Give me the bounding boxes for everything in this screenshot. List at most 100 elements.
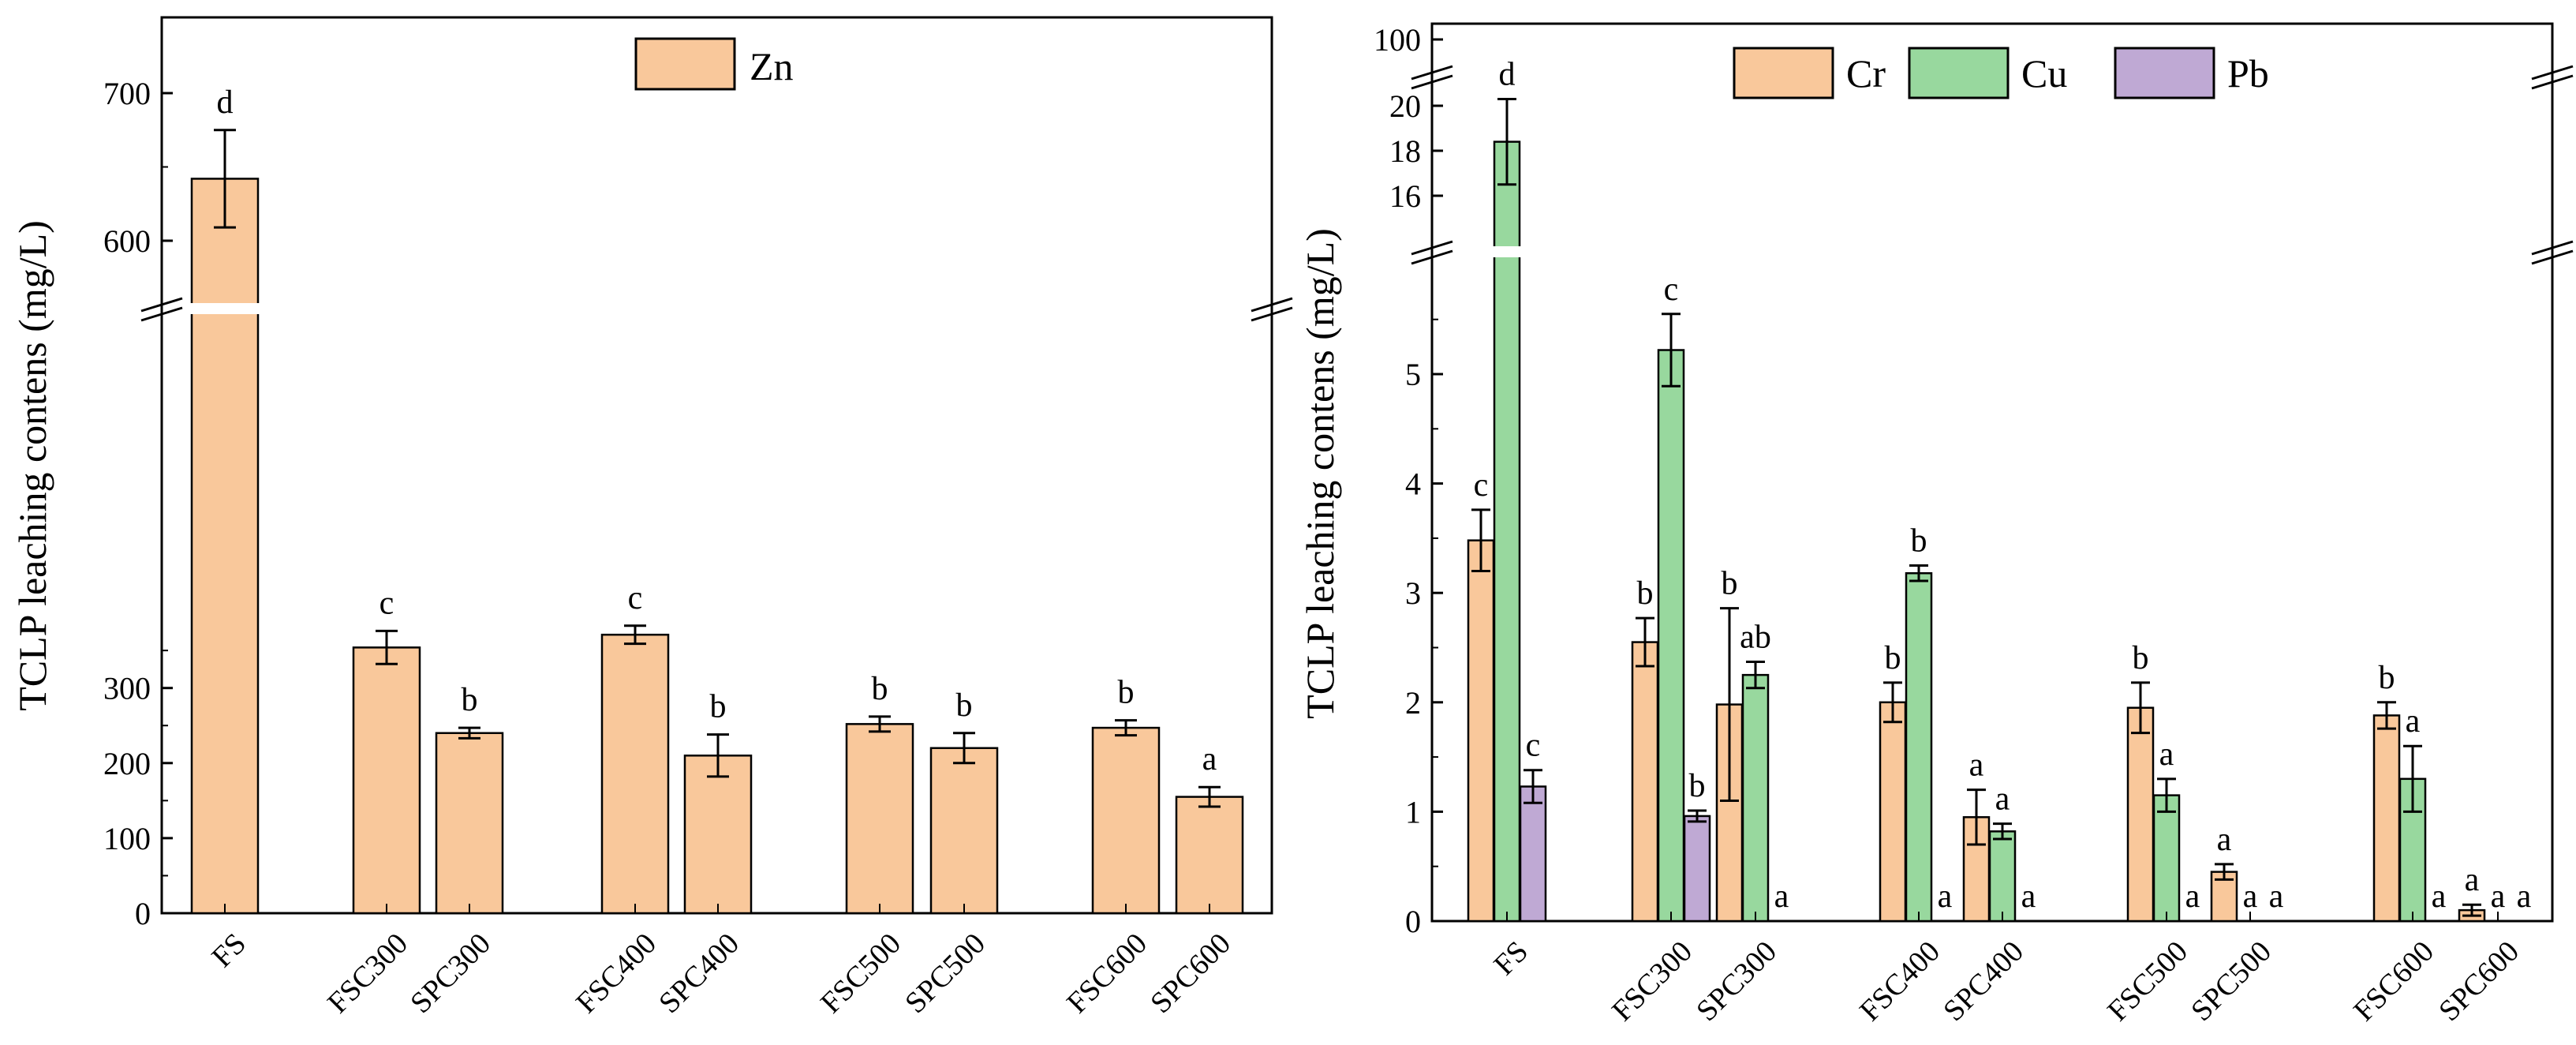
category-label: FSC400 — [1853, 935, 1946, 1028]
axis-break-left-low — [1411, 240, 1453, 256]
axis-break-left — [140, 297, 183, 313]
significance-label: a — [2491, 878, 2506, 915]
bar-zn — [352, 646, 421, 915]
significance-label: a — [2406, 703, 2421, 740]
y-tick-label: 4 — [1405, 466, 1421, 502]
significance-label: a — [1995, 781, 2010, 818]
axis-break-right-low — [2531, 249, 2574, 265]
significance-label: b — [1689, 768, 1706, 804]
bar-break-gap — [1493, 246, 1521, 257]
significance-label: b — [872, 671, 888, 707]
bar-cr — [2372, 714, 2401, 923]
significance-label: c — [379, 585, 394, 621]
category-label: SPC600 — [1144, 927, 1237, 1020]
bar-zn — [683, 755, 753, 915]
category-label: FSC500 — [814, 927, 907, 1020]
y-tick-label: 0 — [1405, 904, 1421, 939]
y-tick-label: 3 — [1405, 575, 1421, 611]
bar-cr — [1631, 641, 1659, 923]
category-label: SPC400 — [652, 927, 746, 1020]
category-label: FSC500 — [2101, 935, 2194, 1028]
significance-label: a — [2269, 878, 2284, 915]
significance-label: a — [2432, 878, 2447, 915]
legend-label-zn: Zn — [750, 44, 794, 88]
significance-label: a — [1202, 741, 1217, 777]
axis-break-right-high — [2531, 65, 2574, 81]
significance-label: b — [462, 682, 478, 718]
y-axis-title: TCLP leaching contens (mg/L) — [10, 220, 54, 711]
significance-label: a — [1774, 878, 1789, 915]
y-tick-label: 16 — [1389, 178, 1421, 214]
significance-label: b — [1637, 575, 1654, 612]
axis-break-right-low — [2531, 240, 2574, 256]
category-label: SPC300 — [404, 927, 497, 1020]
category-label: FS — [1487, 935, 1535, 982]
bar-cu — [2152, 794, 2181, 923]
category-label: SPC600 — [2432, 935, 2526, 1028]
significance-label: d — [217, 84, 234, 121]
significance-label: c — [628, 580, 643, 616]
significance-label: a — [2021, 878, 2036, 915]
significance-label: a — [2217, 822, 2232, 858]
bar-cu — [1988, 830, 2017, 923]
y-axis-title: TCLP leaching contens (mg/L) — [1298, 228, 1342, 719]
bar-cr — [1467, 539, 1495, 923]
category-label: SPC300 — [1690, 935, 1783, 1028]
bar-cu — [1657, 349, 1685, 923]
significance-label: b — [710, 689, 727, 725]
axis-break-right — [1251, 306, 1293, 322]
bar-cu — [1905, 572, 1933, 923]
significance-label: b — [2379, 660, 2395, 696]
category-label: FS — [205, 927, 252, 974]
significance-label: a — [2185, 878, 2200, 915]
y-tick-label: 18 — [1389, 133, 1421, 169]
category-label: SPC500 — [899, 927, 992, 1020]
category-label: FSC600 — [1060, 927, 1153, 1020]
axis-break-left-high — [1411, 65, 1453, 81]
bar-cu — [1741, 673, 1770, 923]
bar-zn — [845, 723, 914, 915]
y-tick-label: 100 — [103, 821, 151, 856]
legend-label-pb: Pb — [2227, 51, 2269, 96]
legend-swatch-cu — [1908, 47, 2010, 99]
category-label: SPC400 — [1937, 935, 2030, 1028]
bar-cr — [2126, 706, 2155, 923]
category-label: SPC500 — [2185, 935, 2278, 1028]
bar-zn — [190, 178, 260, 915]
y-tick-label: 100 — [1374, 22, 1421, 58]
category-label: FSC400 — [570, 927, 663, 1020]
category-label: FSC300 — [321, 927, 414, 1020]
bar-zn — [1091, 726, 1161, 915]
significance-label: d — [1499, 56, 1516, 92]
bar-cu — [1493, 140, 1521, 923]
axis-break-left-high — [1411, 74, 1453, 90]
significance-label: b — [956, 687, 973, 724]
legend-label-cu: Cu — [2021, 51, 2067, 96]
significance-label: b — [2133, 640, 2149, 676]
significance-label: c — [1474, 467, 1489, 504]
legend-label-cr: Cr — [1846, 51, 1886, 96]
category-label: FSC600 — [2347, 935, 2440, 1028]
legend-swatch-zn — [634, 37, 736, 91]
bar-cr — [1879, 701, 1907, 923]
bar-break-gap — [190, 303, 260, 314]
significance-label: b — [1885, 640, 1901, 676]
significance-label: c — [1664, 272, 1679, 308]
bar-zn — [1175, 796, 1244, 915]
y-tick-label: 1 — [1405, 794, 1421, 830]
axis-break-right-high — [2531, 74, 2574, 90]
bar-zn — [600, 633, 670, 915]
significance-label: a — [2465, 862, 2480, 898]
axis-break-left — [140, 306, 183, 322]
legend-swatch-pb — [2114, 47, 2215, 99]
y-tick-label: 300 — [103, 671, 151, 706]
bar-zn — [435, 732, 504, 915]
axis-break-right — [1251, 297, 1293, 313]
significance-label: a — [1938, 878, 1953, 915]
zn-chart: 0 100 200 300 600 700 d FS c FSC300 b SPC300 c FSC400… — [10, 16, 1293, 1020]
significance-label: a — [2159, 736, 2174, 773]
y-tick-label: 700 — [103, 76, 151, 111]
legend-swatch-cr — [1733, 47, 1834, 99]
